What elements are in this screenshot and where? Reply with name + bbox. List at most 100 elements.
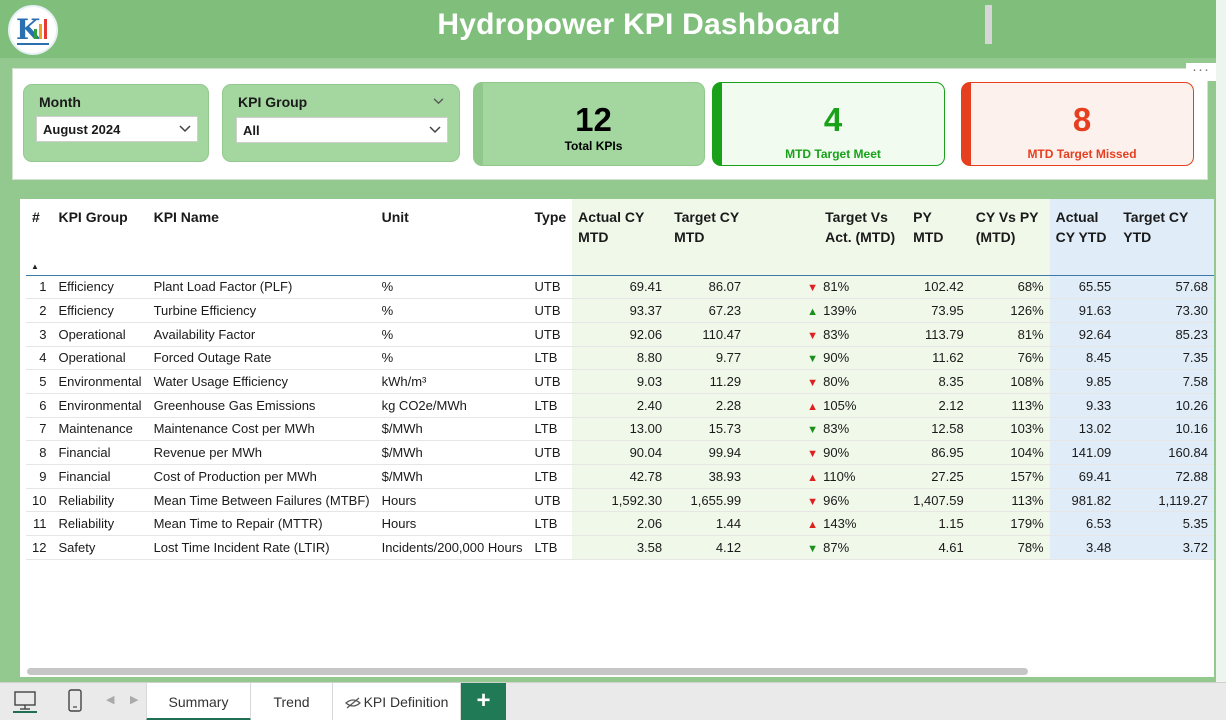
mtd-target-meet-card: 4 MTD Target Meet	[712, 82, 945, 166]
cell-kpi-name: Maintenance Cost per MWh	[147, 417, 376, 442]
sort-ascending-icon[interactable]: ▲	[31, 262, 39, 271]
cell-target-vs-act: ▼ 90%	[747, 440, 908, 465]
arrow-down-icon: ▼	[807, 282, 819, 295]
table-row[interactable]: 1 Efficiency Plant Load Factor (PLF)% UTB 69…	[26, 275, 1214, 300]
cell-target-cy-ytd: 1,119.27	[1117, 488, 1214, 513]
cell-type: UTB	[528, 488, 573, 513]
cell-actual-cy-ytd: 91.63	[1049, 298, 1118, 323]
cell-cy-vs-py: 157%	[969, 464, 1050, 489]
desktop-icon[interactable]	[12, 689, 38, 713]
cell-py-mtd: 27.25	[907, 464, 970, 489]
col-header-actual-cy-mtd[interactable]: Actual CY MTD	[572, 199, 669, 276]
table-row[interactable]: 8 Financial Revenue per MWh $/MWh UTB 90.04 99…	[26, 440, 1214, 465]
tab-kpi-definition-label: KPI Definition	[363, 694, 449, 710]
arrow-up-icon: ▲	[807, 400, 819, 413]
cell-py-mtd: 8.35	[907, 369, 970, 394]
cell-kpi-group: Safety	[52, 535, 148, 560]
cell-kpi-group: Operational	[52, 346, 148, 371]
chevron-down-icon	[429, 126, 441, 134]
arrow-down-icon: ▼	[807, 448, 819, 461]
cell-cy-vs-py: 126%	[969, 298, 1050, 323]
scroll-right-icon[interactable]: ▶	[130, 694, 139, 706]
table-row[interactable]: 5 Environmental Water Usage Efficiency kWh/…	[26, 369, 1214, 394]
chevron-down-icon	[179, 125, 191, 133]
cell-kpi-group: Efficiency	[52, 275, 148, 300]
cell-py-mtd: 12.58	[907, 417, 970, 442]
add-page-button[interactable]: +	[461, 683, 506, 720]
mobile-icon[interactable]	[66, 688, 84, 714]
table-row[interactable]: 9 Financial Cost of Production per MWh $/MW…	[26, 464, 1214, 489]
col-header-cy-vs-py[interactable]: CY Vs PY (MTD)	[969, 199, 1050, 276]
kpi-table: # KPI Group KPI Name Unit Type Actual CY…	[26, 199, 1214, 560]
cell-kpi-name: Cost of Production per MWh	[147, 464, 376, 489]
cell-index: 7	[26, 417, 53, 442]
cell-target-cy-mtd: 99.94	[668, 440, 748, 465]
kpi-group-dropdown[interactable]: All	[236, 117, 448, 143]
cell-kpi-name: Forced Outage Rate	[147, 346, 376, 371]
cell-actual-cy-mtd: 69.41	[572, 275, 669, 300]
cell-type: UTB	[528, 369, 573, 394]
tab-summary[interactable]: Summary	[146, 683, 251, 720]
table-row[interactable]: 11 Reliability Mean Time to Repair (MTTR) H…	[26, 511, 1214, 537]
cell-kpi-group: Reliability	[52, 488, 148, 513]
header-bar: K Hydropower KPI Dashboard	[0, 0, 1216, 58]
scroll-left-icon[interactable]: ◀	[106, 694, 115, 706]
cell-kpi-name: Lost Time Incident Rate (LTIR)	[147, 535, 376, 560]
target-vs-act-value: 80%	[823, 374, 850, 390]
col-header-actual-cy-ytd[interactable]: Actual CY YTD	[1049, 199, 1118, 276]
col-header-type[interactable]: Type	[528, 199, 573, 276]
cell-target-vs-act: ▼ 83%	[747, 417, 908, 442]
company-logo: K	[8, 5, 58, 55]
cell-target-vs-act: ▲ 139%	[747, 298, 908, 323]
horizontal-scrollbar[interactable]	[27, 668, 1028, 675]
cell-actual-cy-mtd: 3.58	[572, 535, 669, 560]
cell-cy-vs-py: 179%	[969, 511, 1050, 537]
table-row[interactable]: 10 Reliability Mean Time Between Failures …	[26, 488, 1214, 513]
cell-cy-vs-py: 104%	[969, 440, 1050, 465]
target-vs-act-value: 110%	[823, 468, 856, 484]
table-row[interactable]: 2 Efficiency Turbine Efficiency% UTB 93.37 67…	[26, 298, 1214, 323]
cell-actual-cy-ytd: 9.85	[1049, 369, 1118, 394]
col-header-unit[interactable]: Unit	[375, 199, 529, 276]
col-header-index[interactable]: #	[26, 199, 53, 276]
cell-index: 9	[26, 464, 53, 489]
tab-kpi-definition[interactable]: KPI Definition	[333, 683, 461, 720]
page-title: Hydropower KPI Dashboard	[437, 8, 841, 41]
table-row[interactable]: 4 Operational Forced Outage Rate% LTB 8.80 9.…	[26, 346, 1214, 371]
month-slicer: Month August 2024	[23, 84, 209, 162]
cell-target-cy-ytd: 73.30	[1117, 298, 1214, 323]
cell-type: LTB	[528, 346, 573, 371]
cell-unit: $/MWh	[375, 464, 529, 489]
mtd-target-meet-value: 4	[823, 101, 843, 138]
mtd-target-missed-caption: MTD Target Missed	[1027, 147, 1137, 161]
cell-target-cy-mtd: 86.07	[668, 275, 748, 300]
cell-target-cy-ytd: 3.72	[1117, 535, 1214, 560]
cell-type: UTB	[528, 322, 573, 347]
total-kpis-caption: Total KPIs	[564, 139, 623, 153]
table-row[interactable]: 7 Maintenance Maintenance Cost per MWh $/MW…	[26, 417, 1214, 442]
target-vs-act-value: 81%	[823, 279, 850, 295]
cell-actual-cy-mtd: 93.37	[572, 298, 669, 323]
cell-unit: kg CO2e/MWh	[375, 393, 529, 418]
more-options-icon[interactable]: ···	[1186, 62, 1216, 81]
cell-target-vs-act: ▲ 110%	[747, 464, 908, 489]
cell-py-mtd: 2.12	[907, 393, 970, 418]
col-header-target-cy-ytd[interactable]: Target CY YTD	[1117, 199, 1214, 276]
cell-target-cy-mtd: 9.77	[668, 346, 748, 371]
svg-text:K: K	[16, 13, 42, 46]
col-header-kpi-name[interactable]: KPI Name	[147, 199, 376, 276]
cell-actual-cy-mtd: 2.40	[572, 393, 669, 418]
month-dropdown[interactable]: August 2024	[36, 116, 198, 142]
table-row[interactable]: 3 Operational Availability Factor% UTB 92.06…	[26, 322, 1214, 347]
col-header-target-vs-act[interactable]: Target Vs Act. (MTD)	[747, 199, 908, 276]
cell-actual-cy-ytd: 981.82	[1049, 488, 1118, 513]
col-header-kpi-group[interactable]: KPI Group	[52, 199, 148, 276]
table-row[interactable]: 6 Environmental Greenhouse Gas Emissions kg…	[26, 393, 1214, 418]
target-vs-act-label: Target Vs Act. (MTD)	[825, 209, 896, 245]
tab-trend[interactable]: Trend	[251, 683, 333, 720]
table-row[interactable]: 12 Safety Lost Time Incident Rate (LTIR) In…	[26, 535, 1214, 560]
col-header-py-mtd[interactable]: PY MTD	[907, 199, 970, 276]
col-header-target-cy-mtd[interactable]: Target CY MTD	[668, 199, 748, 276]
chevron-down-icon[interactable]	[433, 98, 444, 105]
target-vs-act-value: 96%	[823, 492, 850, 508]
